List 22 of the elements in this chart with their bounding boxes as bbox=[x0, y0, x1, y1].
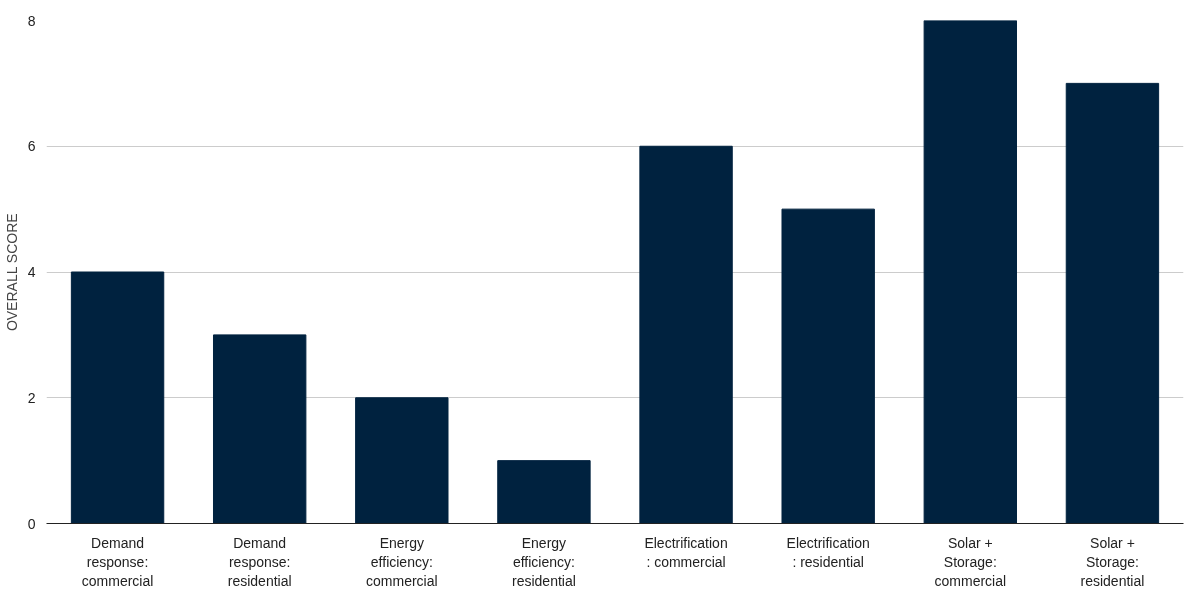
y-tick-label: 0 bbox=[27, 515, 36, 532]
bar bbox=[639, 145, 733, 524]
x-tick-label: Electrification: residential bbox=[786, 534, 870, 570]
y-tick-label: 8 bbox=[27, 12, 36, 29]
y-axis-title: OVERALL SCORE bbox=[3, 213, 20, 332]
bar bbox=[497, 460, 591, 524]
y-tick-label: 6 bbox=[27, 138, 36, 155]
bar bbox=[355, 397, 449, 524]
bar bbox=[923, 20, 1017, 524]
bar bbox=[781, 208, 875, 524]
x-tick-label: Demand response: commercial bbox=[81, 534, 154, 589]
y-tick-label: 2 bbox=[27, 389, 36, 406]
x-tick-label: Demand response: residential bbox=[227, 534, 292, 589]
bar bbox=[70, 271, 165, 524]
bar bbox=[213, 334, 307, 524]
x-tick-label: Energy efficiency: commercial bbox=[366, 534, 438, 589]
y-tick-label: 4 bbox=[27, 264, 36, 280]
x-tick-label: Energy efficiency: residential bbox=[512, 534, 576, 589]
x-tick-label: Electrification: commercial bbox=[644, 534, 728, 570]
x-tick-label: Solar + Storage: commercial bbox=[934, 534, 1007, 589]
bar bbox=[1065, 82, 1160, 524]
x-tick-label: Solar + Storage: residential bbox=[1080, 534, 1145, 589]
